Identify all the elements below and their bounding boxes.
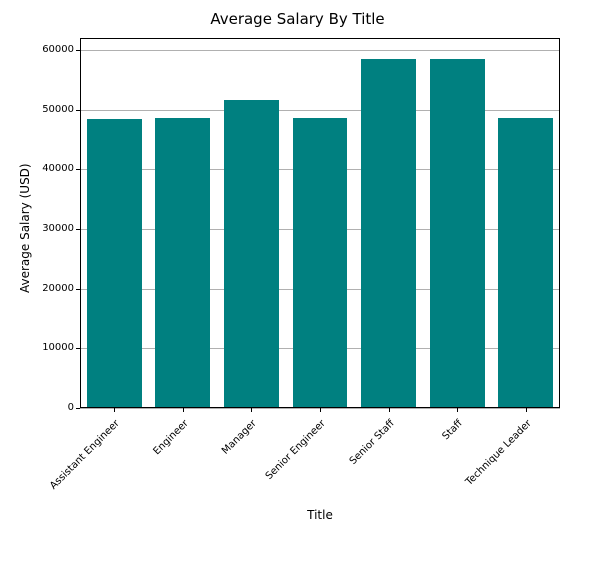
- spine-right: [559, 38, 560, 408]
- ytick-mark: [76, 408, 80, 409]
- gridline: [80, 50, 560, 51]
- bar: [155, 118, 210, 408]
- xtick-mark: [526, 408, 527, 412]
- bar: [293, 118, 348, 408]
- xtick-label: Engineer: [41, 418, 190, 567]
- xtick-mark: [320, 408, 321, 412]
- ytick-label: 10000: [24, 342, 74, 353]
- ytick-mark: [76, 348, 80, 349]
- xtick-label: Senior Staff: [247, 418, 396, 567]
- ytick-label: 50000: [24, 104, 74, 115]
- xtick-mark: [389, 408, 390, 412]
- ytick-mark: [76, 50, 80, 51]
- xtick-mark: [457, 408, 458, 412]
- xtick-label: Technique Leader: [384, 418, 533, 567]
- ytick-label: 30000: [24, 223, 74, 234]
- xtick-mark: [183, 408, 184, 412]
- ytick-mark: [76, 169, 80, 170]
- gridline: [80, 110, 560, 111]
- plot-area: [80, 38, 560, 408]
- ytick-mark: [76, 229, 80, 230]
- spine-left: [80, 38, 81, 408]
- xtick-label: Manager: [110, 418, 259, 567]
- ytick-mark: [76, 110, 80, 111]
- bar: [361, 59, 416, 408]
- xtick-mark: [114, 408, 115, 412]
- ytick-mark: [76, 289, 80, 290]
- spine-top: [80, 38, 560, 39]
- figure: Average Salary By Title Average Salary (…: [0, 0, 595, 530]
- bar: [498, 118, 553, 408]
- xtick-label: Senior Engineer: [179, 418, 328, 567]
- ytick-label: 0: [24, 402, 74, 413]
- ytick-label: 20000: [24, 283, 74, 294]
- bar: [87, 119, 142, 408]
- bar: [430, 59, 485, 408]
- ytick-label: 60000: [24, 44, 74, 55]
- ytick-label: 40000: [24, 163, 74, 174]
- chart-title: Average Salary By Title: [0, 10, 595, 28]
- bar: [224, 100, 279, 408]
- xtick-label: Staff: [316, 418, 465, 567]
- xtick-mark: [251, 408, 252, 412]
